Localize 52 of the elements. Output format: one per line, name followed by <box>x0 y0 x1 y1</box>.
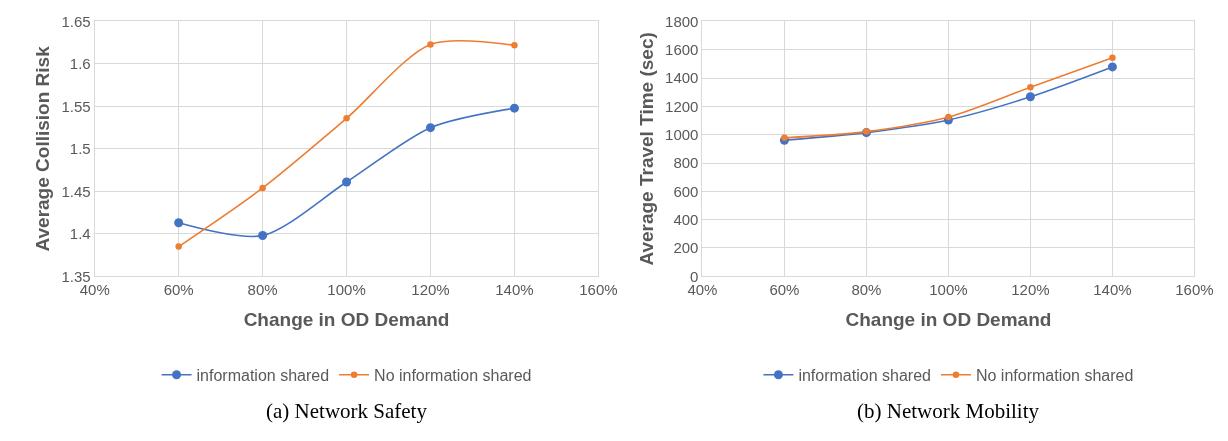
y-tick-label: 1200 <box>665 97 699 115</box>
y-tick-label: 1.65 <box>61 12 91 30</box>
point <box>258 231 268 241</box>
text: (b) Network Mobility <box>857 399 1040 423</box>
x-tick-label: 160% <box>1175 281 1214 299</box>
text: (a) Network Safety <box>266 399 428 423</box>
y-axis-title: Average Travel Time (sec) <box>635 32 657 266</box>
y-tick-label: 1000 <box>665 125 699 143</box>
x-axis-title: Change in OD Demand <box>243 309 450 331</box>
y-tick-label: 1.55 <box>61 97 91 115</box>
legend-label: information shared <box>196 366 330 384</box>
point <box>1027 83 1034 91</box>
point <box>174 218 184 228</box>
y-tick-label: 1.4 <box>69 225 91 243</box>
y-tick-label: 1400 <box>665 69 699 87</box>
x-tick-label: 140% <box>1093 281 1132 299</box>
y-tick-label: 1800 <box>665 12 699 30</box>
y-tick-label: 1.45 <box>61 182 91 200</box>
point <box>175 243 182 250</box>
point <box>1107 62 1117 72</box>
x-tick-label: 160% <box>579 281 618 299</box>
x-tick-label: 80% <box>247 281 278 299</box>
y-tick-label: 1.5 <box>69 140 91 158</box>
x-tick-label: 60% <box>163 281 194 299</box>
point <box>427 41 434 48</box>
y-tick-label: 600 <box>673 182 699 200</box>
point <box>259 184 266 192</box>
y-tick-label: 400 <box>673 210 699 228</box>
x-tick-label: 80% <box>851 281 882 299</box>
x-tick-label: 100% <box>929 281 968 299</box>
point <box>1025 92 1035 102</box>
point <box>511 42 518 49</box>
y-tick-label: 1.6 <box>69 55 91 73</box>
legend-label: No information shared <box>374 366 532 384</box>
x-tick-label: 100% <box>327 281 366 299</box>
y-axis-title: Average Collision Risk <box>32 45 54 252</box>
point <box>945 113 952 121</box>
point <box>426 123 435 133</box>
point <box>509 103 519 113</box>
x-axis-title: Change in OD Demand <box>845 309 1052 331</box>
x-tick-label: 140% <box>495 281 534 299</box>
y-tick-label: 800 <box>673 154 699 172</box>
point <box>1109 54 1116 61</box>
y-tick-label: 200 <box>673 239 699 257</box>
x-tick-label: 120% <box>411 281 450 299</box>
legend-label: information shared <box>798 366 931 384</box>
point <box>343 115 350 122</box>
point <box>342 177 352 187</box>
x-tick-label: 60% <box>769 281 800 299</box>
y-tick-label: 1600 <box>665 41 699 59</box>
legend-label: No information shared <box>975 366 1134 384</box>
x-tick-label: 120% <box>1011 281 1050 299</box>
